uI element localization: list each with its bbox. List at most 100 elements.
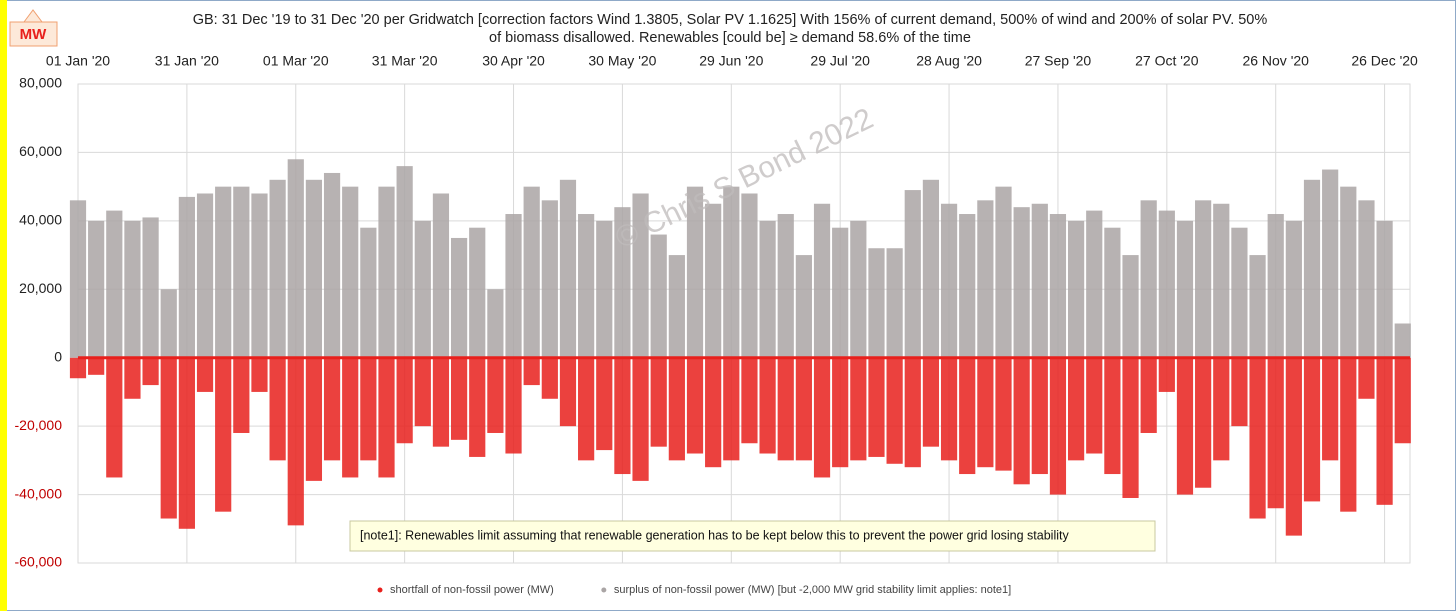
- x-tick-label: 30 May '20: [588, 53, 656, 69]
- point-column: [578, 214, 595, 358]
- point-column: [196, 357, 214, 392]
- point-column: [759, 220, 776, 358]
- chart-title: GB: 31 Dec '19 to 31 Dec '20 per Gridwat…: [193, 12, 1268, 28]
- point-column: [1086, 210, 1103, 358]
- series: [69, 159, 1411, 358]
- point-column: [450, 357, 468, 440]
- point-column: [632, 357, 649, 481]
- point-column: [886, 248, 903, 358]
- point-column: [1376, 357, 1393, 505]
- point-column: [1176, 357, 1194, 495]
- point-column: [777, 214, 794, 358]
- point-column: [1249, 255, 1266, 358]
- point-column: [1322, 169, 1339, 358]
- point-column: [106, 210, 123, 358]
- annotation-box: [349, 520, 1156, 552]
- point-column: [741, 357, 758, 444]
- point-column: [1213, 357, 1230, 461]
- point-column: [1285, 220, 1302, 358]
- point-column: [1394, 357, 1411, 444]
- point-column: [88, 357, 105, 375]
- left-strip: [0, 0, 7, 611]
- unit-badge: MW: [20, 26, 47, 43]
- point-column: [795, 357, 812, 461]
- x-tick-label: 27 Sep '20: [1025, 53, 1092, 69]
- x-tick-label: 30 Apr '20: [482, 53, 545, 69]
- point-column: [1013, 207, 1030, 358]
- point-column: [469, 227, 486, 358]
- point-column: [1067, 220, 1085, 358]
- point-column: [1176, 220, 1194, 358]
- point-column: [1195, 357, 1212, 488]
- point-column: [541, 200, 558, 358]
- point-column: [1140, 357, 1157, 433]
- point-column: [124, 357, 141, 399]
- point-column: [668, 255, 685, 358]
- series: [69, 357, 1411, 536]
- point-column: [995, 357, 1012, 471]
- point-column: [813, 203, 831, 358]
- point-column: [142, 217, 159, 358]
- point-column: [378, 357, 395, 478]
- point-column: [1303, 357, 1321, 502]
- point-column: [414, 220, 431, 358]
- point-column: [959, 357, 976, 475]
- point-column: [523, 186, 540, 358]
- point-column: [215, 357, 232, 512]
- point-column: [287, 357, 304, 526]
- legend-marker: [377, 587, 383, 593]
- point-column: [686, 186, 704, 358]
- point-column: [487, 289, 504, 358]
- y-tick-label: -60,000: [15, 554, 63, 570]
- point-column: [215, 186, 232, 358]
- point-column: [959, 214, 976, 358]
- point-column: [178, 196, 195, 358]
- point-column: [1303, 179, 1321, 358]
- point-column: [305, 179, 323, 358]
- point-column: [287, 159, 304, 358]
- point-column: [541, 357, 558, 399]
- point-column: [832, 227, 849, 358]
- point-column: [1267, 214, 1284, 358]
- y-tick-label: 60,000: [19, 143, 62, 159]
- point-column: [632, 193, 649, 358]
- x-tick-label: 29 Jul '20: [810, 53, 870, 69]
- point-column: [233, 186, 250, 358]
- point-column: [1267, 357, 1284, 509]
- point-column: [323, 357, 341, 461]
- point-column: [1358, 357, 1375, 399]
- point-column: [432, 193, 450, 358]
- point-column: [106, 357, 123, 478]
- point-column: [1231, 357, 1248, 427]
- x-tick-label: 26 Nov '20: [1242, 53, 1309, 69]
- point-column: [759, 357, 776, 454]
- point-column: [777, 357, 794, 461]
- point-column: [450, 237, 468, 358]
- point-column: [832, 357, 849, 468]
- x-tick-label: 29 Jun '20: [699, 53, 763, 69]
- point-column: [1067, 357, 1085, 461]
- point-column: [995, 186, 1012, 358]
- point-column: [940, 357, 958, 461]
- point-column: [196, 193, 214, 358]
- point-column: [1122, 255, 1139, 358]
- point-column: [596, 220, 613, 358]
- point-column: [469, 357, 486, 457]
- point-column: [614, 357, 631, 475]
- point-column: [596, 357, 613, 451]
- point-column: [505, 357, 522, 454]
- point-column: [1049, 214, 1067, 358]
- unit-badge-box: [9, 21, 58, 47]
- annotation: [note1]: Renewables limit assuming that …: [360, 528, 1069, 542]
- point-column: [414, 357, 431, 427]
- point-column: [1049, 357, 1067, 495]
- point-column: [686, 357, 704, 454]
- point-column: [1394, 323, 1411, 358]
- point-column: [850, 220, 867, 358]
- point-column: [1285, 357, 1302, 536]
- point-column: [559, 179, 577, 358]
- legend-marker: [601, 587, 607, 593]
- point-column: [69, 357, 87, 379]
- point-column: [922, 179, 940, 358]
